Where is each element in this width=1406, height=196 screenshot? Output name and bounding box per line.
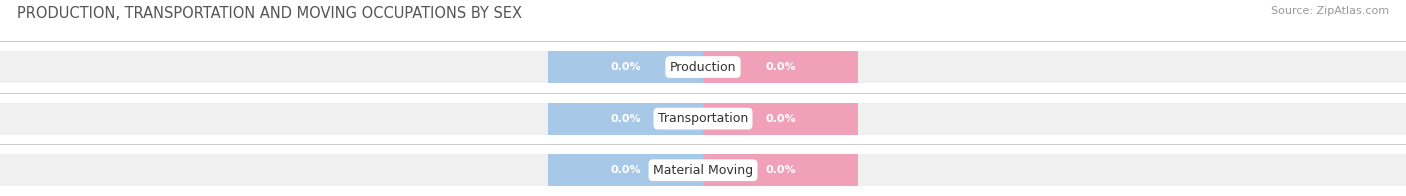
Text: Source: ZipAtlas.com: Source: ZipAtlas.com (1271, 6, 1389, 16)
Text: 0.0%: 0.0% (765, 165, 796, 175)
Text: 0.0%: 0.0% (610, 114, 641, 124)
Bar (548, 154, 703, 186)
Bar (703, 51, 858, 83)
Bar (548, 103, 703, 135)
Bar (703, 103, 858, 135)
Bar (0, 51, 1406, 83)
Bar (548, 51, 703, 83)
Text: 0.0%: 0.0% (765, 114, 796, 124)
Text: 0.0%: 0.0% (610, 62, 641, 72)
Text: PRODUCTION, TRANSPORTATION AND MOVING OCCUPATIONS BY SEX: PRODUCTION, TRANSPORTATION AND MOVING OC… (17, 6, 522, 21)
Bar (703, 154, 858, 186)
Bar (0, 154, 1406, 186)
Bar (0, 103, 1406, 135)
Text: Material Moving: Material Moving (652, 164, 754, 177)
Text: Transportation: Transportation (658, 112, 748, 125)
Text: Production: Production (669, 61, 737, 74)
Text: 0.0%: 0.0% (610, 165, 641, 175)
Text: 0.0%: 0.0% (765, 62, 796, 72)
